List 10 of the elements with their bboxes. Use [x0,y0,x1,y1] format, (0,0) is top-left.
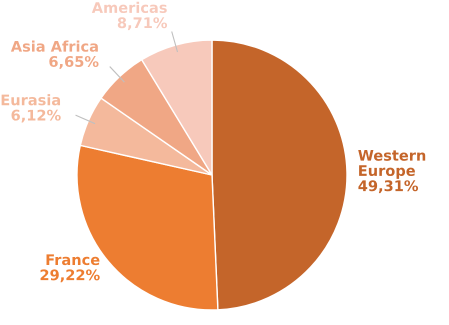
slice-label: France [46,254,100,266]
data-label: 6,65% [49,56,99,69]
data-label: 8,71% [118,17,168,30]
data-label: 6,12% [11,110,61,123]
data-label: 49,31% [358,180,418,194]
data-label: 29,22% [40,269,100,282]
slice-label: Eurasia [2,94,60,106]
slice-label: Asia Africa [10,40,98,52]
slice-label: Western Europe [358,150,426,179]
slice-label: Americas [92,2,167,14]
